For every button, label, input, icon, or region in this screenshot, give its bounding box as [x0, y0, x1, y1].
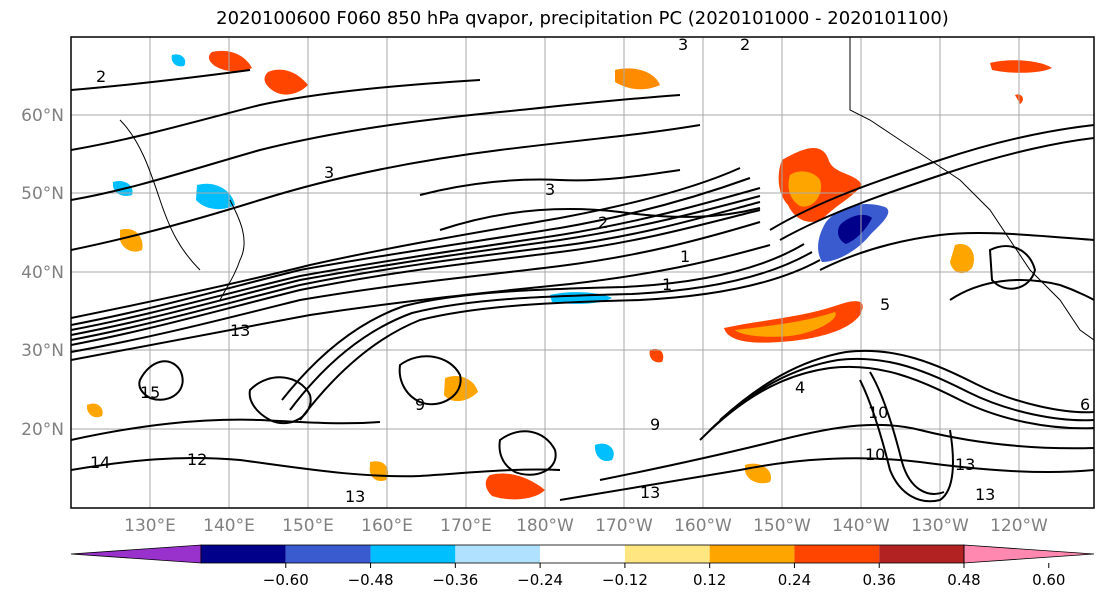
qvapor-contours — [71, 69, 1094, 503]
lon-label: 180°W — [516, 516, 574, 536]
colorbar-bin — [624, 545, 710, 563]
svg-text:1: 1 — [680, 247, 690, 266]
colorbar-tick-label: 0.12 — [693, 571, 726, 589]
svg-text:13: 13 — [975, 485, 995, 504]
svg-text:6: 6 — [1080, 395, 1090, 414]
lon-label: 170°W — [595, 516, 653, 536]
colorbar-bin — [540, 545, 625, 563]
lat-label: 20°N — [21, 420, 64, 440]
svg-text:10: 10 — [865, 445, 885, 464]
lon-label: 150°E — [282, 516, 334, 536]
figure-title: 2020100600 F060 850 hPa qvapor, precipit… — [216, 8, 949, 29]
precip-anomaly-shading — [86, 50, 1052, 500]
lon-label: 160°E — [361, 516, 413, 536]
svg-text:15: 15 — [140, 383, 160, 402]
contour-labels: 2 3 1 3 2 3 2 1 13 12 13 13 9 9 10 4 10 … — [90, 35, 1090, 506]
svg-text:2: 2 — [96, 67, 106, 86]
colorbar-tick-label: 0.48 — [947, 571, 980, 589]
colorbar-tick-label: −0.12 — [602, 571, 648, 589]
colorbar-extend-low — [70, 544, 202, 564]
colorbar-bin — [794, 545, 880, 563]
svg-text:2: 2 — [598, 213, 608, 232]
svg-text:3: 3 — [545, 180, 555, 199]
colorbar-tick-label: 0.36 — [863, 571, 896, 589]
svg-text:13: 13 — [955, 455, 975, 474]
svg-text:9: 9 — [415, 395, 425, 414]
lat-label: 30°N — [21, 341, 64, 361]
map-frame — [70, 36, 1095, 509]
svg-text:3: 3 — [324, 163, 334, 182]
colorbar-bin — [370, 545, 456, 563]
svg-text:9: 9 — [650, 415, 660, 434]
lon-label: 150°W — [753, 516, 811, 536]
svg-text:3: 3 — [678, 35, 688, 54]
svg-text:2: 2 — [740, 35, 750, 54]
lon-label: 120°W — [990, 516, 1048, 536]
svg-text:12: 12 — [187, 450, 207, 469]
svg-text:14: 14 — [90, 453, 110, 472]
svg-text:1: 1 — [662, 275, 672, 294]
svg-text:13: 13 — [345, 487, 365, 506]
latitude-labels: 60°N 50°N 40°N 30°N 20°N — [21, 106, 64, 440]
colorbar-frame — [200, 544, 965, 564]
lat-label: 50°N — [21, 184, 64, 204]
lon-label: 130°E — [124, 516, 176, 536]
colorbar-bin — [201, 545, 286, 563]
colorbar-bin — [879, 545, 964, 563]
colorbar-tick-label: −0.48 — [348, 571, 394, 589]
lat-label: 40°N — [21, 263, 64, 283]
svg-text:13: 13 — [230, 321, 250, 340]
svg-text:13: 13 — [640, 483, 660, 502]
colorbar-bin — [455, 545, 541, 563]
colorbar-bin — [709, 545, 795, 563]
svg-text:4: 4 — [795, 378, 805, 397]
colorbar-tick-label: −0.24 — [517, 571, 563, 589]
lon-label: 170°E — [440, 516, 492, 536]
longitude-labels: 130°E 140°E 150°E 160°E 170°E 180°W 170°… — [124, 516, 1048, 536]
lon-label: 130°W — [911, 516, 969, 536]
lon-label: 160°W — [674, 516, 732, 536]
svg-text:5: 5 — [880, 295, 890, 314]
colorbar-tick-label: 0.60 — [1032, 571, 1065, 589]
lon-label: 140°E — [203, 516, 255, 536]
colorbar-tick-label: 0.24 — [778, 571, 811, 589]
colorbar-extend-high — [963, 544, 1095, 564]
colorbar-bin — [285, 545, 371, 563]
colorbar-tick-label: −0.36 — [432, 571, 478, 589]
coastlines — [119, 37, 1094, 341]
colorbar-tick-label: −0.60 — [263, 571, 309, 589]
colorbar: −0.60 −0.48 −0.36 −0.24 −0.12 0.12 0.24 0.36 0.4… — [70, 544, 1095, 589]
lon-label: 140°W — [832, 516, 890, 536]
lat-label: 60°N — [21, 106, 64, 126]
svg-text:10: 10 — [868, 403, 888, 422]
